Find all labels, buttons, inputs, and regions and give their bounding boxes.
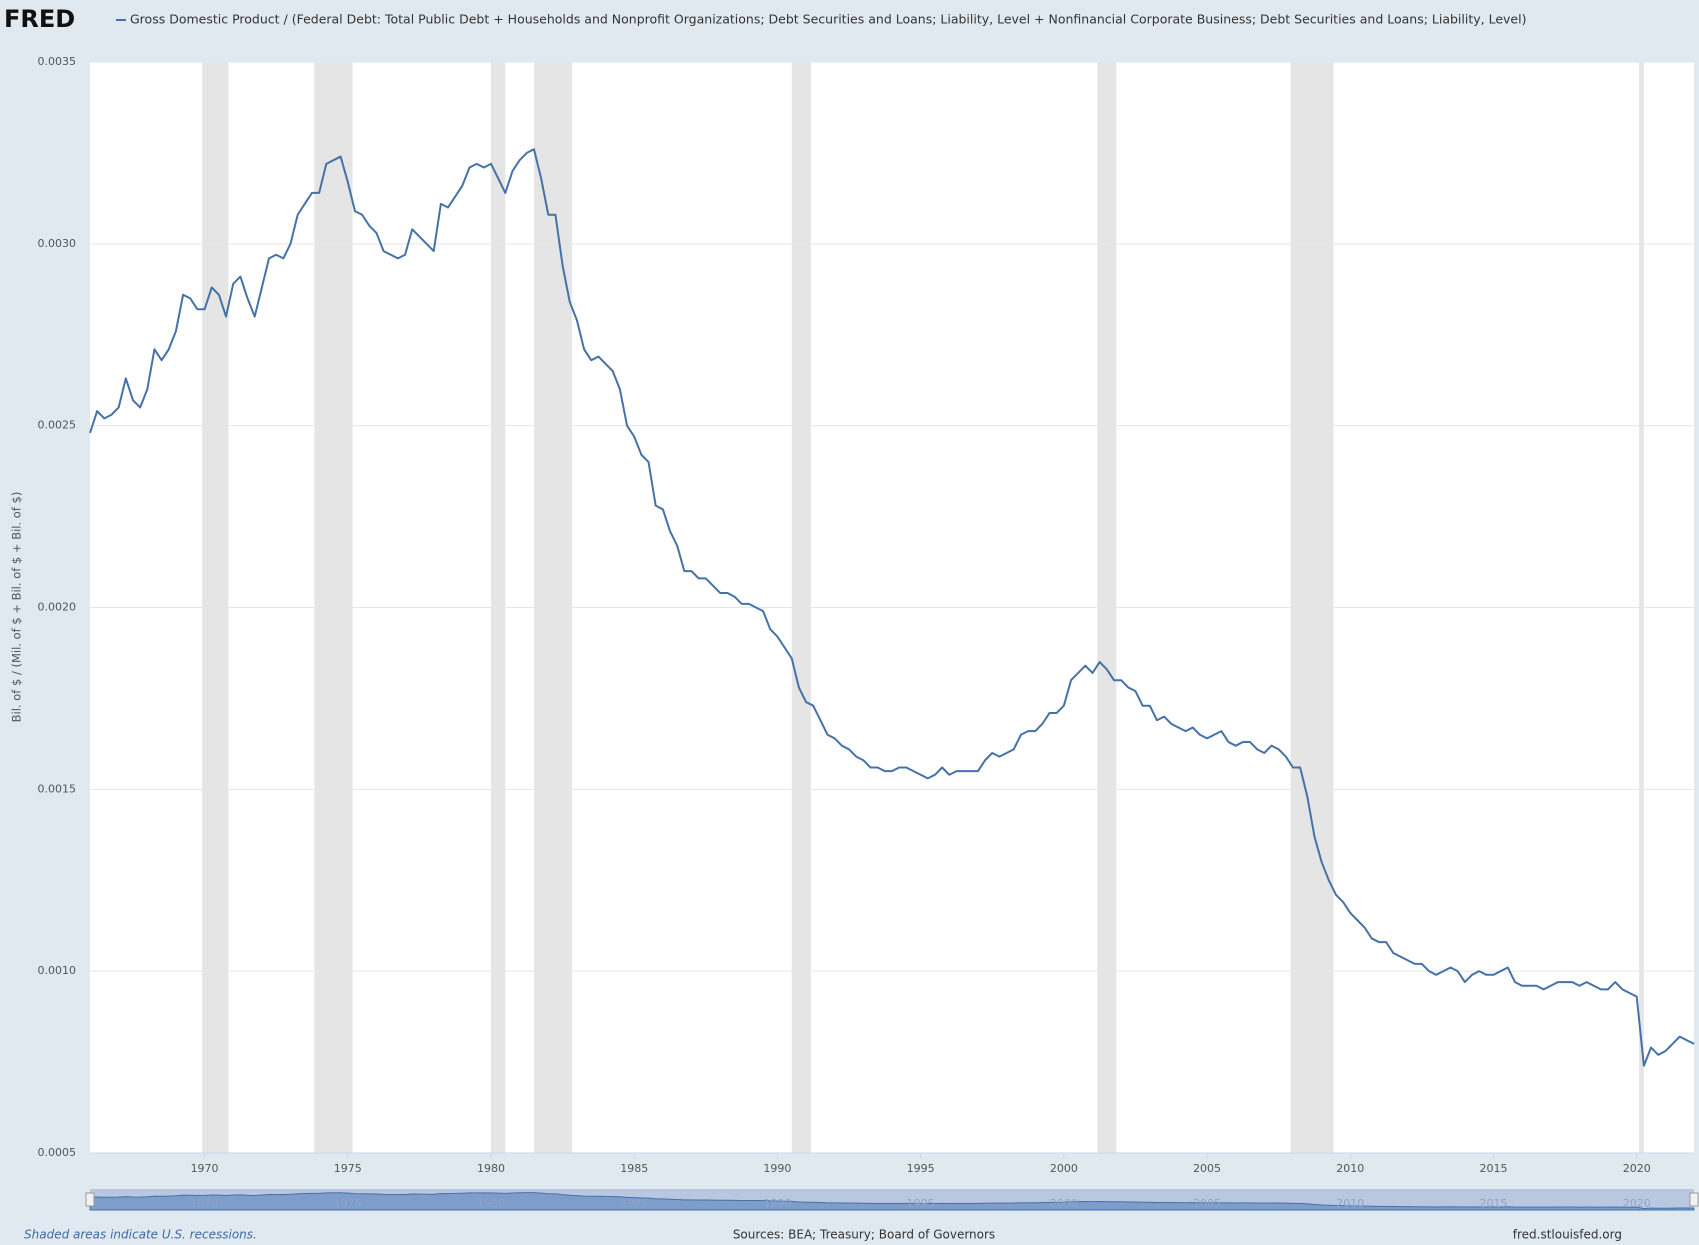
recession-note: Shaded areas indicate U.S. recessions. <box>24 1228 257 1242</box>
navigator-tick-label: 1980 <box>477 1197 505 1210</box>
y-tick-label: 0.0010 <box>38 964 77 977</box>
y-tick-label: 0.0030 <box>38 237 77 250</box>
navigator-tick-label: 1995 <box>907 1197 935 1210</box>
x-tick-label: 1995 <box>907 1162 935 1175</box>
navigator-tick-label: 2020 <box>1623 1197 1651 1210</box>
logo: FRED <box>4 5 75 33</box>
x-tick-label: 1990 <box>763 1162 791 1175</box>
legend-label: Gross Domestic Product / (Federal Debt: … <box>130 12 1526 27</box>
navigator-tick-label: 1970 <box>191 1197 219 1210</box>
navigator-tick-label: 2000 <box>1050 1197 1078 1210</box>
x-tick-label: 2020 <box>1623 1162 1651 1175</box>
x-tick-label: 2015 <box>1480 1162 1508 1175</box>
navigator-tick-label: 1975 <box>334 1197 362 1210</box>
navigator-handle <box>1689 1192 1699 1207</box>
x-tick-label: 2000 <box>1050 1162 1078 1175</box>
x-tick-label: 2005 <box>1193 1162 1221 1175</box>
navigator-tick-label: 2005 <box>1193 1197 1221 1210</box>
y-tick-label: 0.0020 <box>38 601 77 614</box>
navigator-handle <box>85 1192 95 1207</box>
sources: Sources: BEA; Treasury; Board of Governo… <box>733 1228 995 1242</box>
x-tick-label: 1985 <box>620 1162 648 1175</box>
x-tick-label: 1975 <box>334 1162 362 1175</box>
site-url: fred.stlouisfed.org <box>1513 1228 1622 1242</box>
navigator-tick-label: 1990 <box>763 1197 791 1210</box>
y-tick-label: 0.0005 <box>38 1146 77 1159</box>
x-tick-label: 1970 <box>191 1162 219 1175</box>
y-axis-label: Bil. of $ / (Mil. of $ + Bil. of $ + Bil… <box>10 492 24 723</box>
navigator-tick-label: 1985 <box>620 1197 648 1210</box>
y-tick-label: 0.0025 <box>38 419 77 432</box>
y-tick-label: 0.0035 <box>38 55 77 68</box>
navigator-area <box>89 1192 1695 1211</box>
navigator-tick-label: 2015 <box>1480 1197 1508 1210</box>
data-line <box>89 148 1695 1067</box>
y-tick-label: 0.0015 <box>38 782 77 795</box>
x-tick-label: 1980 <box>477 1162 505 1175</box>
x-tick-label: 2010 <box>1336 1162 1364 1175</box>
navigator-tick-label: 2010 <box>1336 1197 1364 1210</box>
